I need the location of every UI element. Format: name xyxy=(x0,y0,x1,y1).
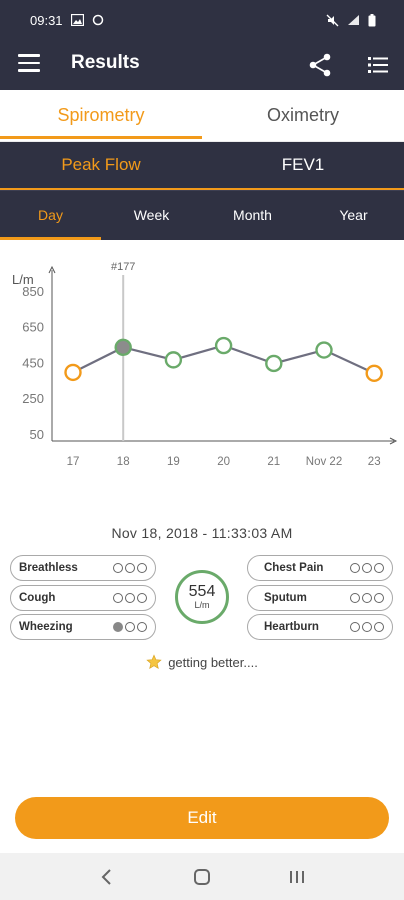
severity-dots xyxy=(113,563,147,573)
x-tick-label: 19 xyxy=(167,456,180,468)
main-tabs: Spirometry Oximetry xyxy=(0,90,404,142)
severity-dots xyxy=(350,593,384,603)
symptom-label: Wheezing xyxy=(19,621,73,633)
tab-day[interactable]: Day xyxy=(0,191,101,240)
signal-icon xyxy=(348,15,359,25)
peak-flow-unit: L/m xyxy=(194,600,210,610)
app-bar: Results xyxy=(0,40,404,90)
x-tick-label: 17 xyxy=(67,456,80,468)
peak-flow-value: 554 xyxy=(188,583,216,600)
share-icon[interactable] xyxy=(306,51,334,79)
tab-year[interactable]: Year xyxy=(339,207,368,223)
symptom-sputum[interactable]: Sputum xyxy=(247,585,393,611)
x-tick-label: 18 xyxy=(117,456,130,468)
symptom-label: Chest Pain xyxy=(264,562,324,574)
page-title: Results xyxy=(71,52,140,73)
system-nav-bar xyxy=(0,853,404,900)
symptom-cough[interactable]: Cough xyxy=(10,585,156,611)
x-tick-label: 21 xyxy=(267,456,280,468)
symptom-breathless[interactable]: Breathless xyxy=(10,555,156,581)
x-axis-arrow xyxy=(389,437,398,445)
nav-home-button[interactable] xyxy=(190,865,214,889)
recents-icon xyxy=(289,870,304,883)
symptom-label: Breathless xyxy=(19,562,78,574)
menu-icon xyxy=(18,54,40,57)
tab-spirometry[interactable]: Spirometry xyxy=(0,90,202,141)
tab-fev1[interactable]: FEV1 xyxy=(202,142,404,190)
symptom-wheezing[interactable]: Wheezing xyxy=(10,614,156,640)
list-icon[interactable] xyxy=(366,53,390,77)
data-point[interactable] xyxy=(114,338,132,357)
x-tick-label: Nov 22 xyxy=(306,456,342,468)
tab-week[interactable]: Week xyxy=(133,207,170,223)
back-icon xyxy=(101,868,112,885)
gallery-icon xyxy=(70,14,84,26)
home-icon xyxy=(193,868,210,885)
y-tick-label: 450 xyxy=(22,355,44,370)
symptom-chest-pain[interactable]: Chest Pain xyxy=(247,555,393,581)
severity-dots xyxy=(350,622,384,632)
data-point[interactable] xyxy=(315,341,333,359)
nav-back-button[interactable] xyxy=(95,865,119,889)
symptom-label: Heartburn xyxy=(264,621,319,633)
tab-peak-flow[interactable]: Peak Flow xyxy=(0,142,202,190)
measure-tabs: Peak Flow FEV1 xyxy=(0,142,404,190)
battery-icon xyxy=(368,13,376,26)
mute-icon xyxy=(326,14,339,26)
y-tick-label: 850 xyxy=(22,284,44,299)
selected-marker-label: #177 xyxy=(111,261,135,273)
range-tabs: Day Week Month Year xyxy=(0,190,404,240)
tab-oximetry[interactable]: Oximetry xyxy=(267,105,339,125)
tab-month[interactable]: Month xyxy=(233,207,272,223)
edit-button[interactable]: Edit xyxy=(15,797,389,839)
y-axis-label: L/m xyxy=(12,272,34,287)
data-point[interactable] xyxy=(365,364,383,382)
sync-icon xyxy=(92,14,103,26)
data-point[interactable] xyxy=(265,354,283,373)
y-tick-label: 650 xyxy=(22,320,44,335)
x-tick-label: 23 xyxy=(368,456,381,468)
y-tick-label: 50 xyxy=(30,427,44,442)
severity-dots xyxy=(113,622,147,632)
severity-dots xyxy=(350,563,384,573)
y-axis-arrow xyxy=(48,265,56,274)
severity-dots xyxy=(113,593,147,603)
y-tick-label: 250 xyxy=(22,391,44,406)
status-bar: 09:31 xyxy=(0,0,404,40)
data-point[interactable] xyxy=(164,351,183,369)
feeling-note: getting better.... xyxy=(0,654,404,670)
data-point[interactable] xyxy=(64,363,82,382)
status-time: 09:31 xyxy=(30,12,63,28)
x-tick-label: 20 xyxy=(217,456,230,468)
symptom-heartburn[interactable]: Heartburn xyxy=(247,614,393,640)
reading-datetime: Nov 18, 2018 - 11:33:03 AM xyxy=(111,525,293,541)
feeling-text: getting better.... xyxy=(168,654,258,670)
nav-recents-button[interactable] xyxy=(285,865,309,889)
star-icon xyxy=(146,654,162,669)
symptom-label: Cough xyxy=(19,592,56,604)
menu-button[interactable] xyxy=(18,54,40,74)
peak-flow-reading: 554 L/m xyxy=(175,570,229,624)
peak-flow-chart[interactable]: L/m 850 650 450 250 50 17 18 19 20 21 Nov 22 23 #1… xyxy=(0,248,404,478)
symptom-label: Sputum xyxy=(264,592,307,604)
data-point[interactable] xyxy=(214,336,233,355)
